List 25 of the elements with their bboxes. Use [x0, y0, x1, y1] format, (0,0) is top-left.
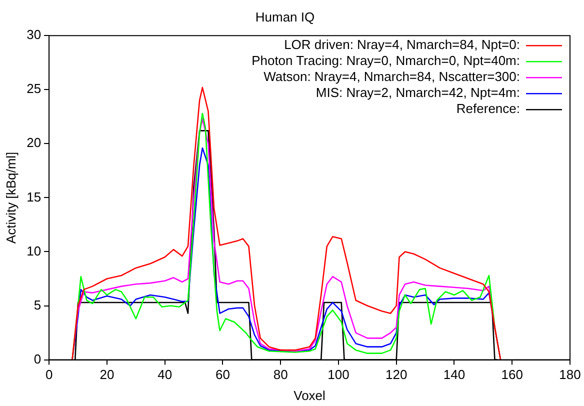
x-tick-label: 60 [215, 367, 230, 382]
y-tick-label: 10 [26, 243, 42, 258]
y-tick-label: 15 [26, 189, 42, 204]
x-tick-label: 20 [100, 367, 114, 382]
legend-label: Photon Tracing: Nray=0, Nmarch=0, Npt=40m: [252, 53, 520, 68]
legend-label: Reference: [456, 101, 520, 116]
legend-label: LOR driven: Nray=4, Nmarch=84, Npt=0: [284, 37, 520, 52]
y-axis-title: Activity [kBq/ml] [3, 152, 18, 244]
x-tick-label: 160 [501, 367, 523, 382]
y-tick-label: 20 [26, 135, 42, 150]
x-tick-label: 100 [328, 367, 350, 382]
y-tick-label: 5 [34, 297, 42, 312]
x-tick-label: 80 [273, 367, 288, 382]
x-tick-label: 40 [158, 367, 172, 382]
x-tick-label: 180 [559, 367, 581, 382]
y-tick-label: 25 [26, 81, 42, 96]
x-axis-title: Voxel [294, 388, 326, 403]
x-tick-label: 140 [443, 367, 466, 382]
legend-label: Watson: Nray=4, Nmarch=84, Nscatter=300: [264, 69, 520, 84]
y-tick-label: 0 [34, 351, 42, 366]
y-tick-label: 30 [26, 27, 42, 42]
legend-label: MIS: Nray=2, Nmarch=42, Npt=4m: [316, 85, 520, 100]
x-tick-label: 120 [386, 367, 408, 382]
chart-title: Human IQ [255, 9, 315, 24]
x-tick-label: 0 [45, 367, 53, 382]
